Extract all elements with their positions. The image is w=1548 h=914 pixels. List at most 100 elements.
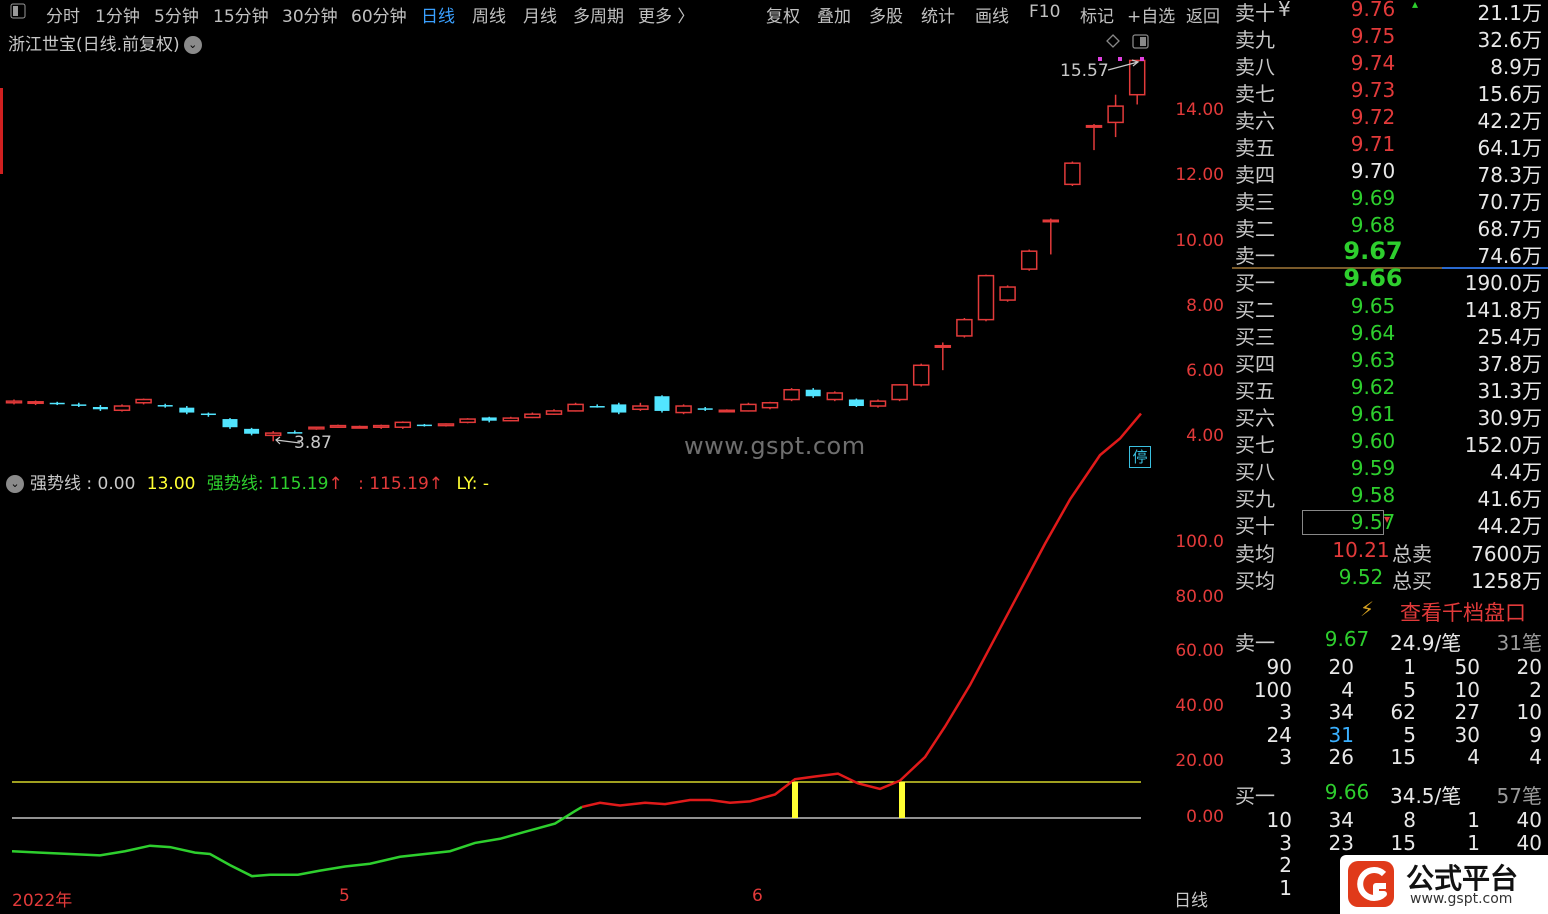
bid-level-row[interactable]: 买六 9.61 30.9万 [1232, 402, 1548, 430]
bid-level-label: 买三 [1235, 325, 1275, 349]
bid-level-row[interactable]: 买七 9.60 152.0万 [1232, 429, 1548, 457]
candlestick [5, 399, 23, 405]
candlestick [1042, 218, 1060, 255]
bid-level-price: 9.60 [1350, 429, 1396, 453]
high-price-label: 15.57 [1060, 61, 1109, 81]
sell-queue-cell: 62 [1390, 700, 1416, 724]
candlestick [437, 423, 455, 427]
ask-level-row[interactable]: 卖四 9.70 78.3万 [1232, 159, 1548, 187]
sell-queue-cell: 9 [1529, 722, 1542, 747]
stats-button[interactable]: 统计 [921, 7, 955, 27]
bid-level-volume: 30.9万 [1477, 406, 1542, 430]
pointer-arrow-icon [1107, 61, 1139, 71]
tab-more[interactable]: 更多 〉 [638, 7, 695, 27]
strength-line-green [11, 805, 583, 878]
tab-monthly[interactable]: 月线 [523, 7, 557, 27]
draw-button[interactable]: 画线 [975, 7, 1009, 27]
legend-item: 强势线 : 0.00 [30, 474, 136, 494]
candlestick [1128, 59, 1146, 105]
bid-level-row[interactable]: 买四 9.63 37.8万 [1232, 348, 1548, 376]
bid-level-row[interactable]: 买二 9.65 141.8万 [1232, 294, 1548, 322]
bid-level-row[interactable]: 买五 9.62 31.3万 [1232, 375, 1548, 403]
bid-level-row[interactable]: 买十 9.57 44.2万 ▾ [1232, 510, 1548, 538]
ask-level-price: 9.74 [1350, 51, 1396, 75]
bid-level-volume: 25.4万 [1477, 325, 1542, 349]
ask-level-row[interactable]: 卖六 9.72 42.2万 [1232, 105, 1548, 133]
chevron-down-icon[interactable]: ⌄ [183, 36, 202, 54]
price-axis-label: 12.00 [1175, 165, 1224, 185]
diamond-icon[interactable] [1106, 34, 1120, 48]
multi-stock-button[interactable]: 多股 [869, 7, 903, 27]
ask-level-volume: 74.6万 [1477, 244, 1542, 268]
add-watchlist-button[interactable]: +自选 [1127, 7, 1176, 27]
ask-level-row[interactable]: 卖七 9.73 15.6万 [1232, 78, 1548, 106]
bid-level-label: 买五 [1235, 379, 1275, 403]
tab-5min[interactable]: 5分钟 [154, 7, 199, 27]
chevron-down-icon[interactable]: ⌄ [6, 475, 24, 493]
candlestick [697, 407, 713, 411]
tab-weekly[interactable]: 周线 [472, 7, 506, 27]
overlay-button[interactable]: 叠加 [817, 7, 851, 27]
sell-queue-cell: 10 [1454, 677, 1480, 702]
tab-daily[interactable]: 日线 [421, 7, 455, 27]
up-arrow-icon: ▴ [1412, 0, 1419, 11]
legend-arrow: ↑ [428, 474, 444, 494]
layout-toggle-icon[interactable] [1132, 34, 1149, 49]
f10-button[interactable]: F10 [1029, 2, 1061, 22]
bid-level-price: 9.61 [1350, 402, 1396, 426]
ask-level-volume: 21.1万 [1477, 1, 1542, 25]
tab-1min[interactable]: 1分钟 [95, 7, 140, 27]
adjust-button[interactable]: 复权 [766, 7, 800, 27]
bid-level-volume: 37.8万 [1477, 352, 1542, 376]
total-buy-label: 总买 [1392, 569, 1432, 593]
bid-level-row[interactable]: 买九 9.58 41.6万 [1232, 483, 1548, 511]
signal-dot [1098, 57, 1102, 61]
x-axis-label: 5 [339, 886, 350, 906]
stock-title[interactable]: 浙江世宝(日线.前复权) ⌄ [8, 30, 202, 55]
bid-level-row[interactable]: 买三 9.64 25.4万 [1232, 321, 1548, 349]
total-sell-value: 7600万 [1471, 542, 1542, 566]
strength-line-red [581, 412, 1142, 809]
signal-dot [1118, 57, 1122, 61]
candlestick [675, 404, 692, 415]
bid-level-row[interactable]: 买八 9.59 4.4万 [1232, 456, 1548, 484]
back-button[interactable]: 返回 [1186, 7, 1220, 27]
tab-intraday[interactable]: 分时 [46, 7, 80, 27]
tab-15min[interactable]: 15分钟 [213, 7, 269, 27]
mark-button[interactable]: 标记 [1080, 7, 1114, 27]
ask-avg-value: 10.21 [1332, 538, 1390, 562]
ask-level-row[interactable]: 卖一 9.67 74.6万 [1232, 237, 1548, 268]
ask-level-row[interactable]: 卖九 9.75 32.6万 [1232, 24, 1548, 52]
bid-level-row[interactable]: 买一 9.66 190.0万 [1232, 264, 1548, 295]
buy-queue-cell: 2 [1279, 853, 1292, 877]
candlestick [999, 285, 1016, 302]
candlestick [179, 406, 195, 415]
sell-queue-cell: 20 [1516, 655, 1542, 679]
tab-60min[interactable]: 60分钟 [351, 7, 407, 27]
sell-queue-cell: 3 [1279, 745, 1292, 769]
panel-toggle-icon[interactable] [10, 3, 26, 24]
bid-level-volume: 4.4万 [1490, 460, 1542, 484]
buy-queue-cell: 1 [1279, 875, 1292, 900]
tab-30min[interactable]: 30分钟 [282, 7, 338, 27]
watermark: www.gspt.com [684, 432, 866, 460]
ask-level-row[interactable]: 卖八 9.74 8.9万 [1232, 51, 1548, 79]
ask-level-row[interactable]: 卖二 9.68 68.7万 [1232, 213, 1548, 241]
stop-badge[interactable]: 停 [1129, 446, 1151, 468]
ask-level-volume: 64.1万 [1477, 136, 1542, 160]
candlestick [589, 404, 605, 408]
kline-chart[interactable] [0, 0, 1232, 914]
indicator-axis-label: 100.0 [1175, 532, 1224, 552]
buy-queue-cell: 1 [1467, 830, 1480, 855]
candlestick [718, 409, 736, 413]
ask-level-row[interactable]: 卖三 9.69 70.7万 [1232, 186, 1548, 214]
buy-queue-cell: 40 [1516, 808, 1542, 832]
tab-multi-period[interactable]: 多周期 [573, 7, 624, 27]
depth-link[interactable]: 查看千档盘口 [1400, 601, 1526, 625]
bid-level-price: 9.58 [1350, 483, 1396, 507]
ask-level-row[interactable]: 卖五 9.71 64.1万 [1232, 132, 1548, 160]
sell-queue-count: 31笔 [1496, 631, 1542, 655]
ask-level-row[interactable]: 卖十 9.76 21.1万 ¥ ▴ [1232, 0, 1548, 25]
sell-queue-cell: 10 [1516, 700, 1542, 724]
buy-queue-cell: 1 [1467, 808, 1480, 832]
